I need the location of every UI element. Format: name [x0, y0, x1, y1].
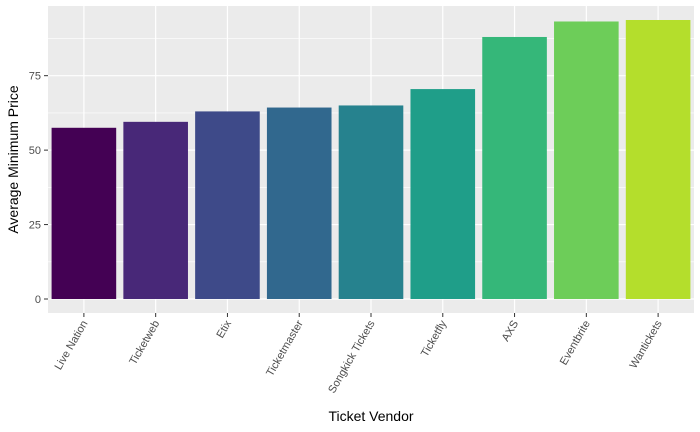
- bar-ticketmaster: [266, 107, 332, 300]
- bar-ticketfly: [410, 89, 476, 300]
- bars-group: [51, 19, 691, 300]
- bar-ticketweb: [123, 121, 188, 300]
- bar-etix: [195, 111, 260, 300]
- x-tick-label: Etix: [214, 318, 234, 340]
- bar-axs: [482, 36, 547, 300]
- bar-eventbrite: [554, 21, 619, 300]
- x-axis: Live Nation Ticketweb Etix Ticketmaster Song…: [53, 313, 665, 395]
- x-tick-label: Ticketweb: [127, 319, 162, 368]
- bar-live-nation: [51, 127, 117, 300]
- x-tick-label: AXS: [500, 319, 521, 344]
- y-axis-title: Average Minimum Price: [5, 85, 21, 234]
- y-tick-label: 75: [29, 71, 41, 83]
- y-axis: 0 25 50 75: [29, 71, 48, 306]
- y-tick-label: 50: [29, 145, 41, 157]
- x-tick-label: Ticketfly: [419, 318, 450, 359]
- x-tick-label: Songkick Tickets: [326, 318, 378, 395]
- x-tick-label: Wantickets: [628, 318, 665, 371]
- y-tick-label: 0: [35, 294, 41, 306]
- bar-songkick-tickets: [338, 105, 404, 300]
- x-axis-title: Ticket Vendor: [328, 408, 413, 424]
- x-tick-label: Eventbrite: [558, 319, 593, 368]
- x-tick-label: Live Nation: [53, 319, 91, 373]
- y-tick-label: 25: [29, 220, 41, 232]
- bar-wantickets: [625, 19, 691, 300]
- x-tick-label: Ticketmaster: [264, 318, 306, 378]
